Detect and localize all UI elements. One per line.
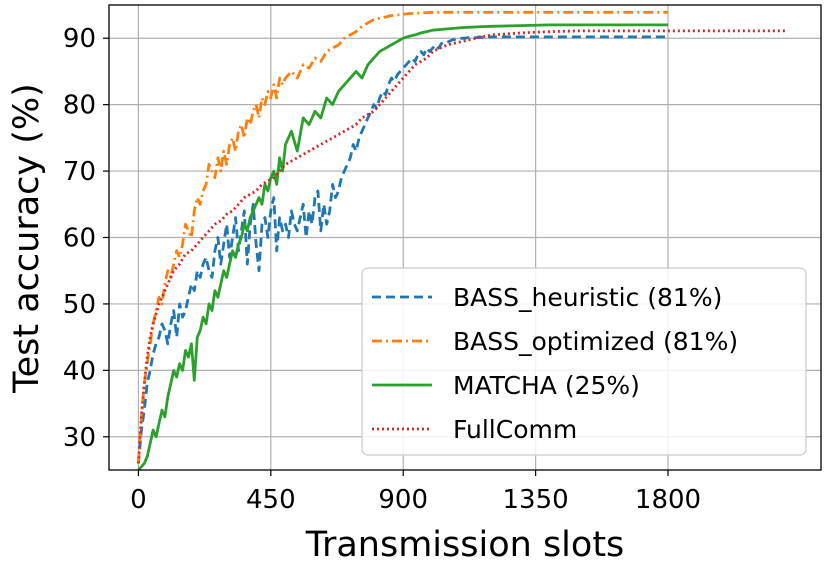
y-tick-label: 70 — [63, 157, 96, 187]
x-axis-title: Transmission slots — [305, 525, 625, 565]
series-line-3 — [137, 23, 668, 471]
legend-label-1: BASS_heuristic (81%) — [453, 283, 722, 312]
y-tick-label: 90 — [63, 24, 96, 54]
x-tick-label: 1800 — [635, 485, 701, 515]
x-tick-label: 1350 — [503, 485, 569, 515]
legend-entries: BASS_heuristic (81%) BASS_optimized (81%)… — [372, 283, 738, 444]
y-tick-label: 50 — [63, 290, 96, 320]
series-line-1 — [137, 35, 668, 464]
series-lines — [137, 10, 786, 471]
x-tick-label: 900 — [378, 485, 428, 515]
legend-box — [361, 267, 807, 456]
y-tick-label: 80 — [63, 91, 96, 121]
series-line-4 — [137, 29, 786, 464]
legend: BASS_heuristic (81%) BASS_optimized (81%)… — [361, 267, 807, 456]
y-tick-label: 40 — [63, 356, 96, 386]
grid-lines — [109, 5, 821, 470]
legend-label-4: FullComm — [453, 415, 577, 444]
x-tick-label: 450 — [246, 485, 296, 515]
x-tick-label: 0 — [130, 485, 147, 515]
legend-label-3: MATCHA (25%) — [453, 371, 640, 400]
legend-label-2: BASS_optimized (81%) — [453, 327, 738, 356]
axis-ticks: 0 450 900 1350 1800 30 40 50 60 70 80 90 — [63, 24, 701, 515]
y-tick-label: 30 — [63, 423, 96, 453]
y-axis-title: Test accuracy (%) — [7, 83, 47, 394]
y-tick-label: 60 — [63, 224, 96, 254]
